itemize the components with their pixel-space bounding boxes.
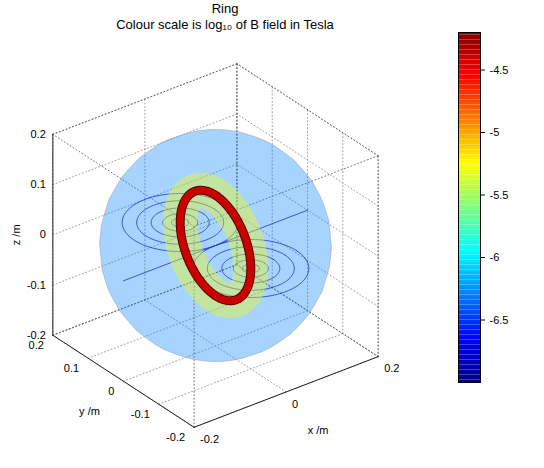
svg-text:0: 0 — [292, 397, 298, 409]
svg-text:-5: -5 — [490, 126, 500, 138]
svg-text:z /m: z /m — [10, 224, 22, 245]
svg-text:0.1: 0.1 — [64, 362, 79, 374]
svg-text:-0.1: -0.1 — [27, 279, 46, 291]
svg-text:0.2: 0.2 — [384, 362, 399, 374]
svg-text:0: 0 — [40, 228, 46, 240]
svg-text:0.1: 0.1 — [31, 178, 46, 190]
svg-text:0.2: 0.2 — [29, 339, 44, 351]
svg-text:-0.1: -0.1 — [131, 408, 150, 420]
svg-text:-5.5: -5.5 — [490, 189, 509, 201]
svg-text:-0.2: -0.2 — [26, 328, 46, 341]
html-text:Ring: Ring — [211, 1, 239, 16]
svg-text:x /m: x /m — [308, 423, 329, 435]
svg-text:-0.2: -0.2 — [166, 431, 185, 443]
svg-text:-4.5: -4.5 — [490, 64, 509, 76]
svg-text:y /m: y /m — [79, 405, 100, 417]
svg-text:-6.5: -6.5 — [490, 314, 509, 326]
html-text:Colour scale is log₁₀ of B fie: Colour scale is log₁₀ of B field in Tesl… — [116, 17, 334, 32]
svg-text:0.2: 0.2 — [31, 128, 46, 140]
svg-text:-0.2: -0.2 — [200, 433, 219, 445]
svg-text:-6: -6 — [490, 251, 500, 263]
svg-text:0: 0 — [108, 385, 114, 397]
